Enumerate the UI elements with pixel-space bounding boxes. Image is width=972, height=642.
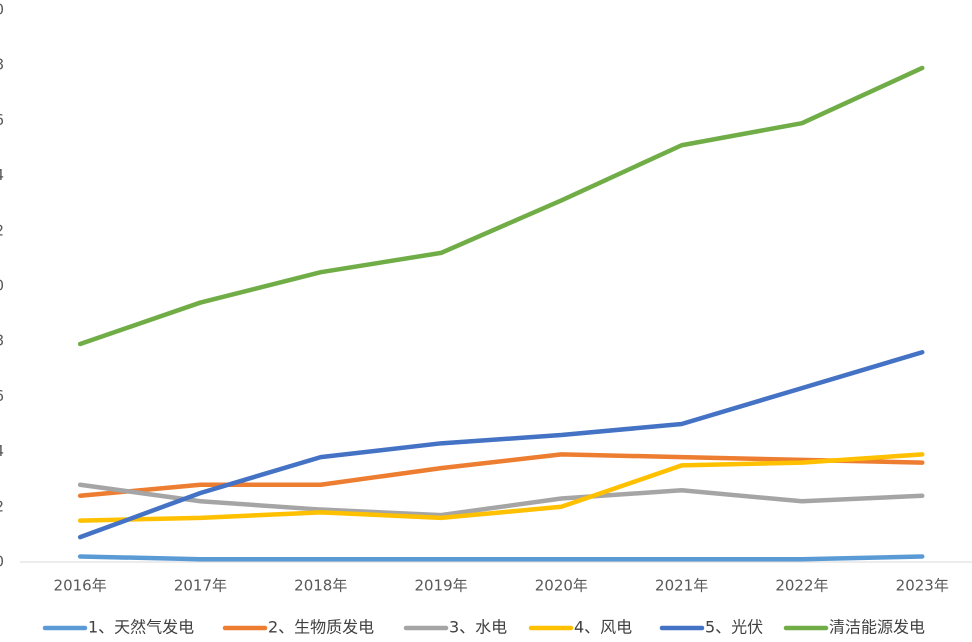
- series-line: [77, 452, 925, 523]
- x-tick-label: 2019年: [414, 577, 467, 595]
- legend-label: 3、水电: [449, 618, 507, 637]
- x-tick-label: 2021年: [655, 577, 708, 595]
- y-tick-label: 2: [0, 497, 4, 515]
- y-tick-label: 0: [0, 553, 4, 571]
- series-line: [77, 349, 925, 540]
- y-tick-label: 20: [0, 1, 4, 19]
- x-tick-label: 2017年: [174, 577, 227, 595]
- x-tick-label: 2018年: [294, 577, 347, 595]
- series-line: [77, 554, 925, 562]
- x-tick-label: 2016年: [54, 577, 107, 595]
- legend-label: 1、天然气发电: [88, 618, 194, 637]
- y-tick-label: 14: [0, 166, 4, 184]
- series-line: [77, 482, 925, 518]
- y-tick-label: 10: [0, 277, 4, 295]
- legend-label: 清洁能源发电: [829, 618, 925, 637]
- x-tick-label: 2022年: [775, 577, 828, 595]
- y-tick-label: 6: [0, 387, 4, 405]
- legend-label: 4、风电: [574, 618, 632, 637]
- y-tick-label: 12: [0, 221, 4, 239]
- y-tick-label: 18: [0, 56, 4, 74]
- y-tick-label: 16: [0, 111, 4, 129]
- y-tick-label: 8: [0, 332, 4, 350]
- series-line: [77, 65, 925, 347]
- legend-label: 5、光伏: [705, 618, 763, 637]
- y-tick-label: 4: [0, 442, 4, 460]
- x-tick-label: 2020年: [535, 577, 588, 595]
- x-tick-label: 2023年: [896, 577, 949, 595]
- legend-label: 2、生物质发电: [268, 618, 374, 637]
